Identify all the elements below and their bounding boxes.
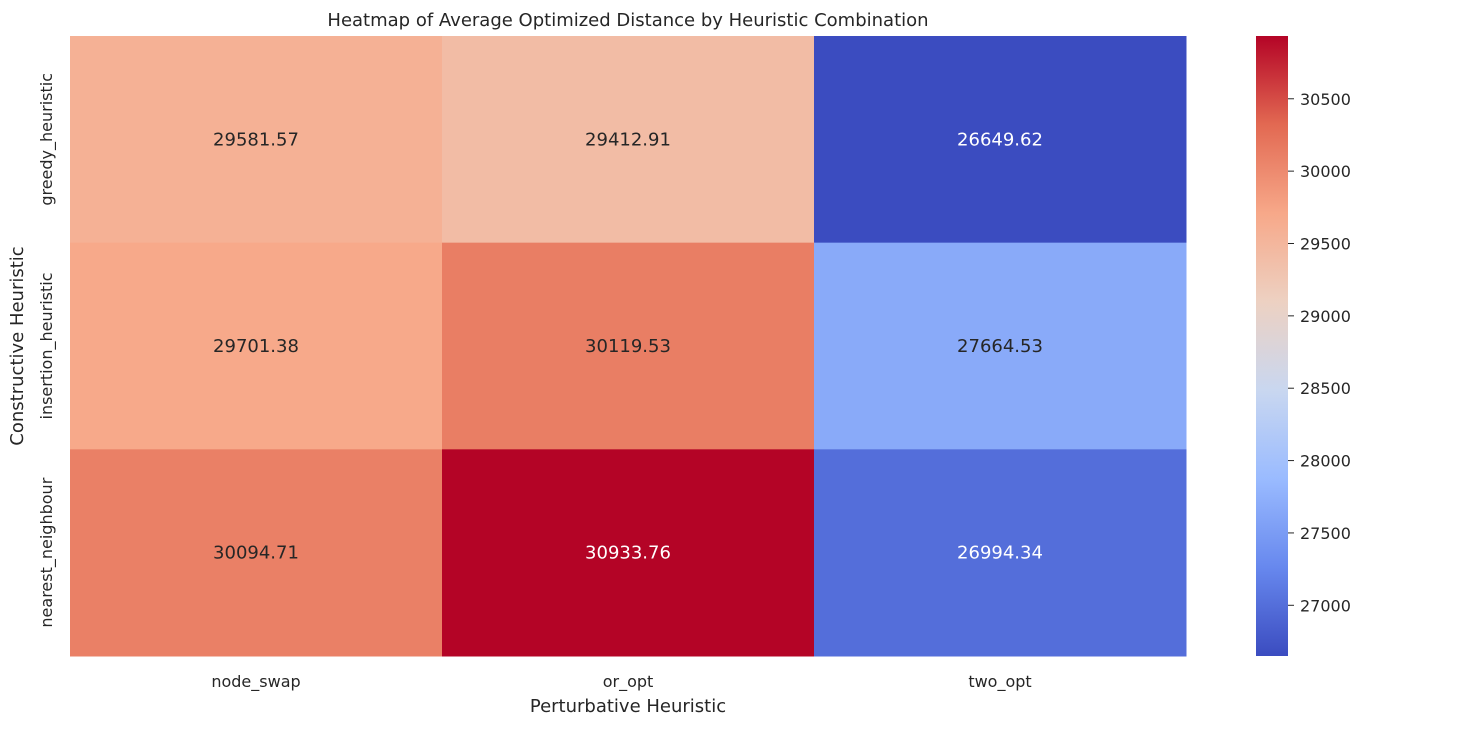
heatmap-cell <box>814 36 1187 244</box>
cell-value-label: 26649.62 <box>957 129 1043 150</box>
colorbar-tick-label: 29500 <box>1300 234 1351 253</box>
cell-value-label: 27664.53 <box>957 336 1043 357</box>
colorbar-tick-label: 29000 <box>1300 307 1351 326</box>
x-axis-ticks: node_swap or_opt two_opt <box>211 672 1031 692</box>
cell-value-label: 26994.34 <box>957 543 1043 564</box>
heatmap-cells: 29581.57 29412.91 26649.62 29701.38 30119.53… <box>70 36 1187 657</box>
colorbar-tick-label: 28500 <box>1300 379 1351 398</box>
y-tick-label: insertion_heuristic <box>37 273 57 420</box>
y-axis-ticks: greedy_heuristic insertion_heuristicneare… <box>37 73 57 628</box>
colorbar-tick-label: 27000 <box>1300 596 1351 615</box>
heatmap-cell <box>70 36 443 244</box>
cell-value-label: 29701.38 <box>213 336 299 357</box>
x-axis-label: Perturbative Heuristic <box>530 696 726 717</box>
cell-value-label: 30094.71 <box>213 543 299 564</box>
heatmap-cell <box>442 449 815 657</box>
heatmap-cell <box>70 449 443 657</box>
cell-value-label: 30933.76 <box>585 543 671 564</box>
cell-value-label: 29581.57 <box>213 129 299 150</box>
cell-value-label: 29412.91 <box>585 129 671 150</box>
colorbar-tick-label: 30000 <box>1300 162 1351 181</box>
y-axis-label: Constructive Heuristic <box>7 246 28 445</box>
heatmap-cell <box>442 242 815 450</box>
y-tick-label: greedy_heuristic <box>37 73 57 206</box>
x-tick-label: node_swap <box>211 672 300 692</box>
x-tick-label: or_opt <box>603 672 654 692</box>
colorbar-ticks: 27000 27500 28000 28500 29000 29500 30000 30500 <box>1288 90 1351 615</box>
x-tick-label: two_opt <box>968 672 1031 692</box>
y-tick-label: nearest_neighbour <box>37 477 57 627</box>
heatmap-cell <box>814 449 1187 657</box>
cell-value-label: 30119.53 <box>585 336 671 357</box>
colorbar-tick-label: 30500 <box>1300 90 1351 109</box>
colorbar <box>1256 36 1288 656</box>
heatmap-cell <box>814 242 1187 450</box>
colorbar-tick-label: 28000 <box>1300 452 1351 471</box>
chart-title: Heatmap of Average Optimized Distance by… <box>327 10 928 31</box>
heatmap-cell <box>442 36 815 244</box>
heatmap-cell <box>70 242 443 450</box>
colorbar-tick-label: 27500 <box>1300 524 1351 543</box>
